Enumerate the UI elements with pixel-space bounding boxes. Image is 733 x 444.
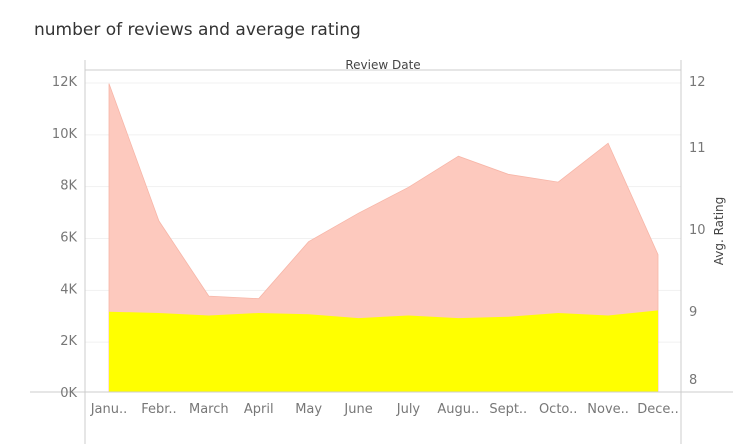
area-series-2	[109, 310, 658, 392]
x-tick-label: June	[343, 402, 372, 417]
right-tick-label: 11	[689, 141, 706, 156]
chart-title: number of reviews and average rating	[34, 20, 361, 40]
left-tick-label: 0K	[60, 386, 77, 401]
right-tick-label: 8	[689, 373, 697, 388]
right-tick-label: 10	[689, 223, 706, 238]
x-tick-label: Sept..	[489, 402, 527, 417]
right-tick-label: 9	[689, 305, 697, 320]
left-tick-label: 4K	[60, 282, 77, 297]
x-tick-label: July	[396, 402, 421, 417]
left-tick-label: 10K	[52, 127, 78, 142]
x-tick-label: May	[295, 402, 322, 417]
x-tick-label: Octo..	[539, 402, 577, 417]
x-tick-label: Nove..	[587, 402, 629, 417]
area-series	[108, 83, 659, 393]
x-tick-label: Augu..	[437, 402, 479, 417]
left-tick-label: 12K	[52, 75, 78, 90]
x-tick-label: Janu..	[90, 402, 128, 417]
x-tick-label: Dece..	[637, 402, 678, 417]
left-tick-label: 8K	[60, 179, 77, 194]
right-tick-label: 12	[689, 75, 706, 90]
x-tick-label: April	[244, 402, 274, 417]
x-tick-label: Febr..	[141, 402, 176, 417]
chart-frame	[30, 60, 733, 444]
left-tick-label: 6K	[60, 231, 77, 246]
column-header: Review Date	[345, 58, 420, 72]
axis-ticks: 0K 2K 4K 6K 8K 10K 12K 8 9 10 11 12 Janu.. Febr.. Marc…	[52, 75, 706, 417]
left-tick-label: 2K	[60, 334, 77, 349]
right-axis-title: Avg. Rating	[712, 197, 726, 266]
x-tick-label: March	[189, 402, 229, 417]
